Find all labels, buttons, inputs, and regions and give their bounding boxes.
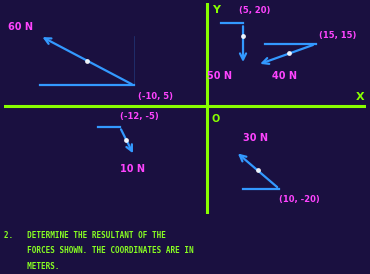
Text: 50 N: 50 N [207,71,232,81]
Text: (-12, -5): (-12, -5) [120,112,158,121]
Text: (-10, 5): (-10, 5) [138,92,173,101]
Text: 60 N: 60 N [8,22,33,32]
Text: 2.   DETERMINE THE RESULTANT OF THE: 2. DETERMINE THE RESULTANT OF THE [4,231,166,240]
Text: X: X [356,92,364,102]
Text: Y: Y [212,5,221,15]
Text: 10 N: 10 N [120,164,145,174]
Text: 30 N: 30 N [243,133,268,143]
Text: (5, 20): (5, 20) [239,6,271,15]
Text: O: O [211,114,219,124]
Text: (15, 15): (15, 15) [319,31,357,40]
Text: FORCES SHOWN. THE COORDINATES ARE IN: FORCES SHOWN. THE COORDINATES ARE IN [4,246,193,255]
Text: METERS.: METERS. [4,261,59,270]
Text: (10, -20): (10, -20) [279,195,320,204]
Text: 40 N: 40 N [272,71,297,81]
